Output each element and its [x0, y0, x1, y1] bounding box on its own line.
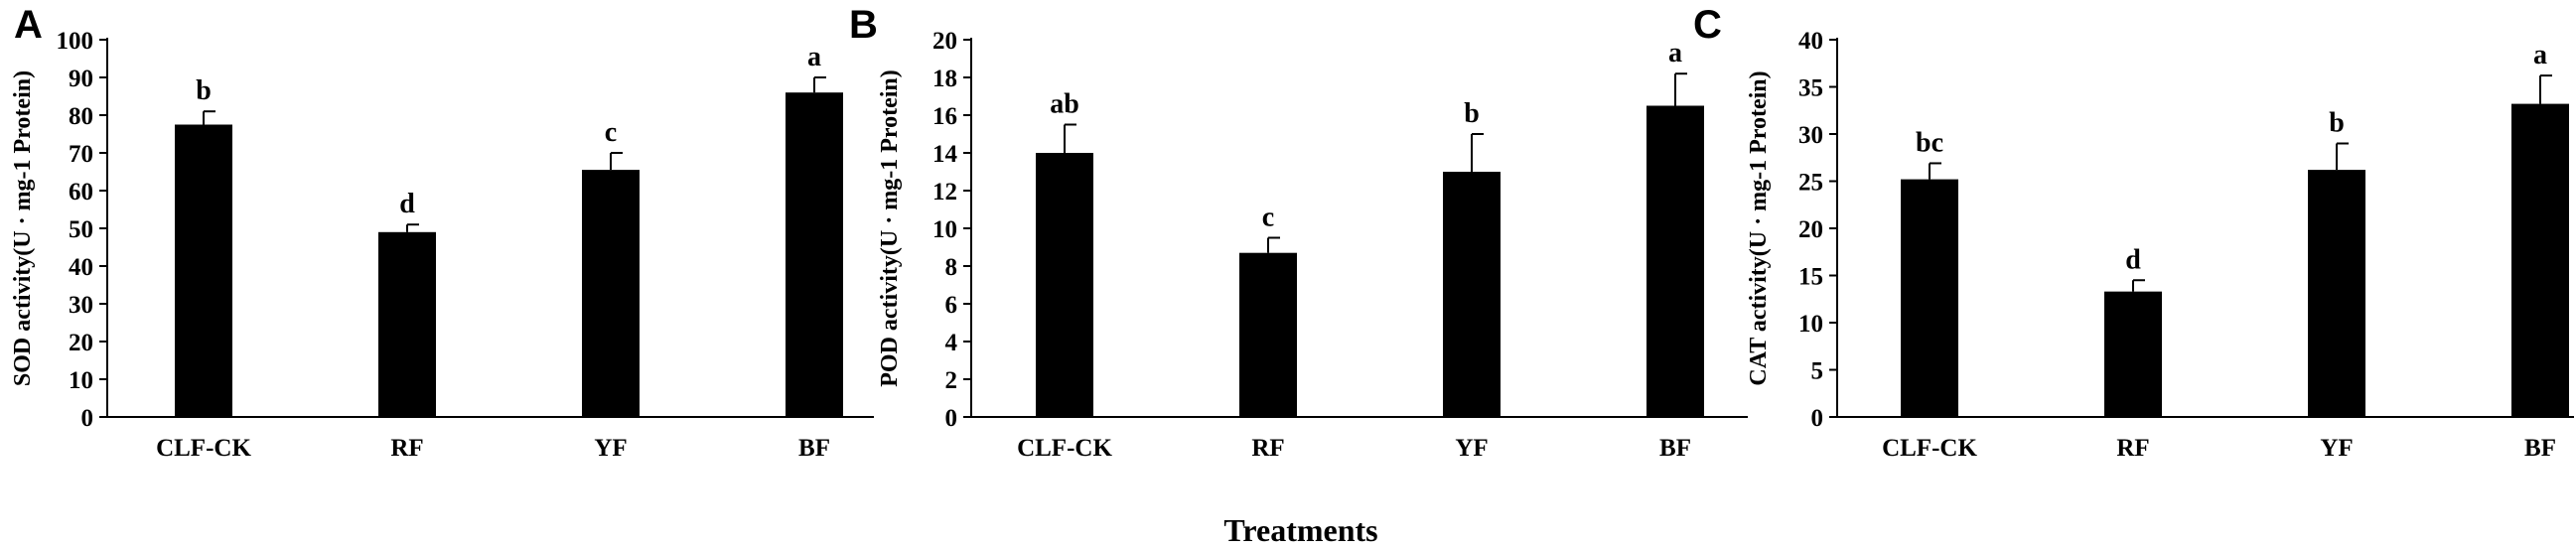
panel-a-category-label: BF: [798, 435, 830, 462]
panel-b-bar-clf-ck: [1036, 153, 1093, 417]
panel-a-y-tick-label: 10: [69, 367, 93, 394]
panel-a-category-label: CLF-CK: [156, 435, 251, 462]
panel-b-category-label: RF: [1251, 435, 1284, 462]
panel-a-significance-label: b: [196, 75, 212, 106]
panel-b-y-tick-label: 4: [945, 330, 958, 356]
panel-c-bar-rf: [2104, 291, 2162, 417]
panel-a-bar-bf: [786, 92, 843, 417]
panel-c-significance-label: bc: [1916, 127, 1943, 158]
panel-b-letter: B: [849, 3, 878, 47]
panel-b-significance-label: c: [1262, 203, 1274, 233]
panel-b-y-tick-label: 8: [945, 254, 958, 281]
panel-a-y-tick-label: 70: [69, 141, 93, 168]
panel-b-significance-label: ab: [1050, 89, 1079, 120]
panel-b-bar-rf: [1239, 252, 1297, 417]
panel-c-category-label: CLF-CK: [1882, 435, 1977, 462]
panel-b-category-label: CLF-CK: [1017, 435, 1112, 462]
panel-a-y-tick-label: 100: [57, 28, 94, 55]
panel-a-significance-label: a: [807, 42, 821, 72]
panel-b-significance-label: b: [1464, 98, 1480, 129]
panel-b-significance-label: a: [1668, 38, 1682, 69]
panel-a-y-tick-label: 60: [69, 179, 93, 206]
panel-c-category-label: YF: [2320, 435, 2353, 462]
panel-a-y-tick-label: 30: [69, 292, 93, 319]
panel-c-y-tick-label: 30: [1798, 122, 1823, 149]
panel-c-y-tick-label: 5: [1811, 358, 1824, 385]
panel-b-y-tick-label: 14: [932, 141, 958, 168]
panel-b-y-tick-label: 16: [932, 103, 957, 130]
panel-a-y-tick-label: 80: [69, 103, 93, 130]
panel-a-significance-label: d: [399, 189, 415, 219]
panel-b-y-tick-label: 6: [945, 292, 958, 319]
panel-c-significance-label: d: [2125, 244, 2141, 275]
panel-b-bar-yf: [1443, 172, 1501, 417]
panel-a-y-axis-title: SOD activity(U · mg-1 Protein): [10, 70, 36, 386]
panel-a-y-tick-label: 90: [69, 66, 93, 92]
panel-c-category-label: RF: [2116, 435, 2149, 462]
panel-a-bar-clf-ck: [175, 124, 232, 417]
panel-a-bar-yf: [582, 170, 640, 417]
panel-a-category-label: RF: [390, 435, 423, 462]
panel-c-y-tick-label: 0: [1811, 405, 1824, 432]
panel-c-y-tick-label: 10: [1798, 311, 1823, 338]
panel-c-bar-yf: [2308, 170, 2365, 417]
panel-a-bar-rf: [378, 231, 436, 417]
panel-c-y-tick-label: 15: [1798, 264, 1823, 291]
panel-a-letter: A: [14, 3, 43, 47]
panel-b-y-tick-label: 2: [945, 367, 958, 394]
panel-c-y-tick-label: 35: [1798, 75, 1823, 102]
x-axis-title: Treatments: [1223, 512, 1377, 548]
panel-c-category-label: BF: [2524, 435, 2556, 462]
panel-c-significance-label: a: [2533, 40, 2547, 70]
panel-a-significance-label: c: [605, 117, 617, 148]
panel-c-y-tick-label: 25: [1798, 170, 1823, 197]
panel-b-y-axis-title: POD activity(U · mg-1 Protein): [877, 69, 903, 386]
panel-b-y-tick-label: 10: [932, 216, 957, 243]
panel-b-bar-bf: [1646, 105, 1704, 417]
panel-a-y-tick-label: 20: [69, 330, 93, 356]
panel-c-y-axis-title: CAT activity(U · mg-1 Protein): [1746, 70, 1772, 385]
panel-a-category-label: YF: [594, 435, 627, 462]
panel-b-y-tick-label: 12: [932, 179, 957, 206]
panel-b-category-label: YF: [1455, 435, 1488, 462]
panel-b-y-tick-label: 18: [932, 66, 957, 92]
panel-b-category-label: BF: [1659, 435, 1691, 462]
panel-c-letter: C: [1693, 3, 1722, 47]
panel-c-y-tick-label: 20: [1798, 216, 1823, 243]
panel-a-y-tick-label: 40: [69, 254, 93, 281]
panel-b-y-tick-label: 20: [932, 28, 957, 55]
panel-a-y-tick-label: 50: [69, 216, 93, 243]
panel-b-y-tick-label: 0: [945, 405, 958, 432]
panel-c-bar-bf: [2511, 103, 2569, 417]
panel-c-bar-clf-ck: [1901, 179, 1958, 417]
panel-c-significance-label: b: [2329, 108, 2345, 139]
panel-a-y-tick-label: 0: [81, 405, 94, 432]
panel-c-y-tick-label: 40: [1798, 28, 1823, 55]
